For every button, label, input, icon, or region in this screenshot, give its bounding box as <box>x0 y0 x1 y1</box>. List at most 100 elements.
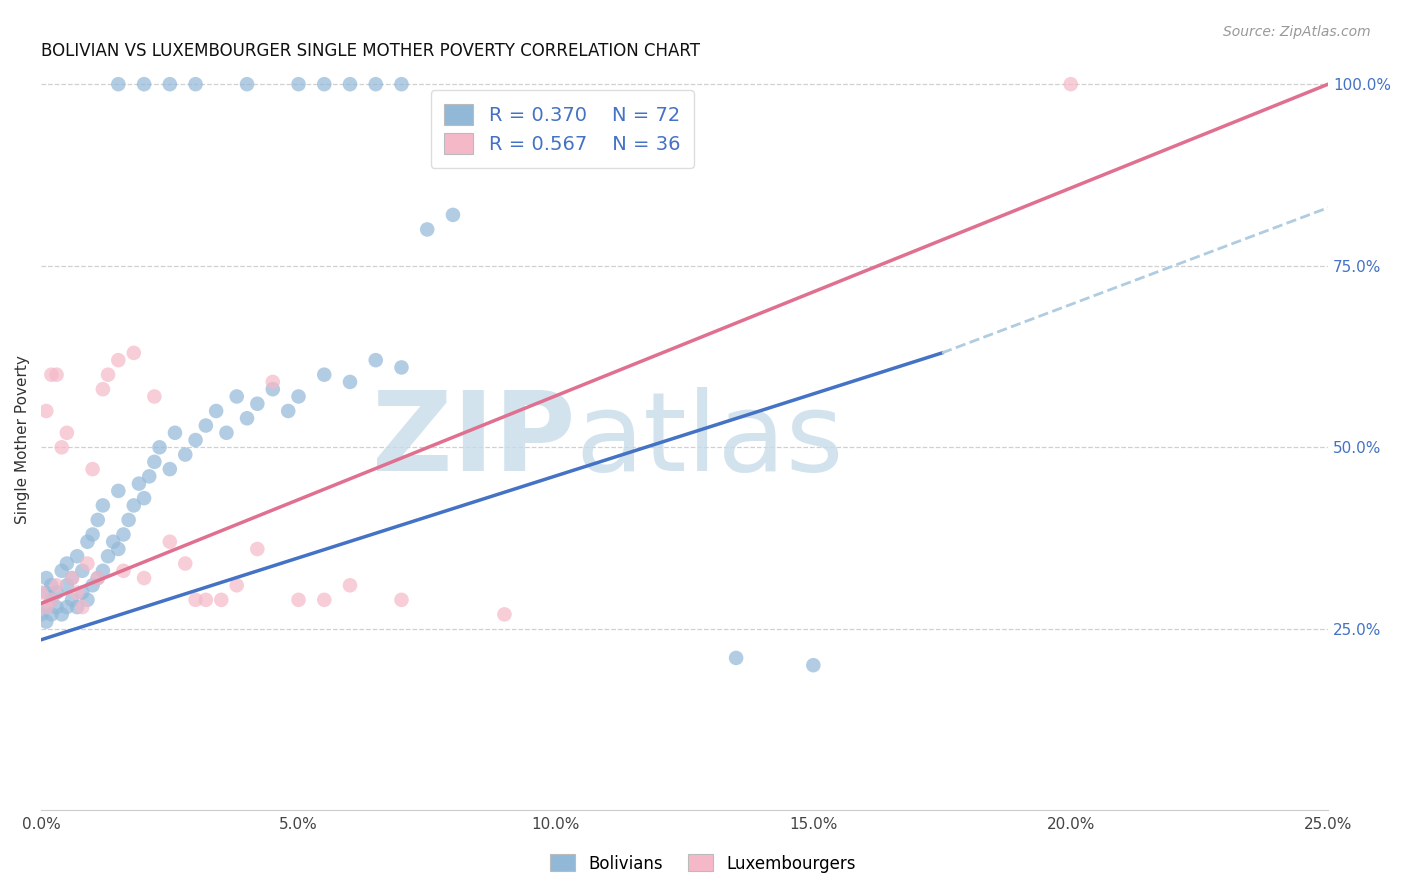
Point <box>159 534 181 549</box>
Point <box>66 549 89 564</box>
Text: Source: ZipAtlas.com: Source: ZipAtlas.com <box>1223 25 1371 39</box>
Point <box>60 571 83 585</box>
Legend: R = 0.370    N = 72, R = 0.567    N = 36: R = 0.370 N = 72, R = 0.567 N = 36 <box>430 90 695 168</box>
Point <box>76 534 98 549</box>
Point <box>287 77 309 91</box>
Point <box>441 208 464 222</box>
Point <box>215 425 238 440</box>
Point <box>112 564 135 578</box>
Point <box>30 607 52 622</box>
Point <box>277 404 299 418</box>
Point <box>138 469 160 483</box>
Point <box>174 557 197 571</box>
Point <box>60 592 83 607</box>
Point <box>35 571 58 585</box>
Point <box>132 571 155 585</box>
Point <box>41 368 63 382</box>
Point <box>72 564 94 578</box>
Point <box>416 222 439 236</box>
Point <box>41 578 63 592</box>
Point <box>801 658 824 673</box>
Text: BOLIVIAN VS LUXEMBOURGER SINGLE MOTHER POVERTY CORRELATION CHART: BOLIVIAN VS LUXEMBOURGER SINGLE MOTHER P… <box>41 42 700 60</box>
Point <box>66 585 89 599</box>
Point <box>148 440 170 454</box>
Point <box>236 77 259 91</box>
Point <box>82 462 104 476</box>
Point <box>51 440 73 454</box>
Point <box>60 571 83 585</box>
Point <box>56 600 79 615</box>
Point <box>391 77 413 91</box>
Point <box>82 578 104 592</box>
Point <box>339 375 361 389</box>
Point <box>97 368 120 382</box>
Point <box>159 77 181 91</box>
Point <box>1060 77 1083 91</box>
Point <box>56 578 79 592</box>
Point <box>262 375 284 389</box>
Point <box>41 592 63 607</box>
Point <box>45 600 67 615</box>
Point <box>35 600 58 615</box>
Point <box>56 425 79 440</box>
Point <box>314 77 336 91</box>
Point <box>87 513 110 527</box>
Point <box>103 534 125 549</box>
Point <box>76 557 98 571</box>
Point <box>107 353 129 368</box>
Point <box>725 651 748 665</box>
Point <box>66 600 89 615</box>
Y-axis label: Single Mother Poverty: Single Mother Poverty <box>15 356 30 524</box>
Point <box>91 499 114 513</box>
Point <box>107 77 129 91</box>
Point <box>287 389 309 403</box>
Point <box>209 592 232 607</box>
Point <box>163 425 186 440</box>
Point <box>112 527 135 541</box>
Point <box>35 615 58 629</box>
Point <box>159 462 181 476</box>
Point <box>225 389 247 403</box>
Point <box>246 541 269 556</box>
Point <box>107 483 129 498</box>
Point <box>91 382 114 396</box>
Point <box>51 564 73 578</box>
Point <box>364 353 387 368</box>
Point <box>97 549 120 564</box>
Point <box>35 585 58 599</box>
Point <box>91 564 114 578</box>
Point <box>194 592 217 607</box>
Point <box>107 541 129 556</box>
Point <box>117 513 139 527</box>
Text: atlas: atlas <box>575 386 844 493</box>
Point <box>76 592 98 607</box>
Point <box>314 368 336 382</box>
Point <box>132 77 155 91</box>
Point <box>287 592 309 607</box>
Point <box>72 585 94 599</box>
Point <box>56 557 79 571</box>
Point <box>184 77 207 91</box>
Point <box>174 448 197 462</box>
Point <box>143 455 166 469</box>
Point <box>339 77 361 91</box>
Point <box>45 578 67 592</box>
Point <box>314 592 336 607</box>
Point <box>51 607 73 622</box>
Point <box>87 571 110 585</box>
Point <box>122 346 145 360</box>
Point <box>194 418 217 433</box>
Point <box>184 433 207 447</box>
Point <box>132 491 155 505</box>
Point <box>184 592 207 607</box>
Point <box>41 592 63 607</box>
Point <box>391 360 413 375</box>
Point <box>225 578 247 592</box>
Point <box>35 404 58 418</box>
Point <box>262 382 284 396</box>
Point <box>35 600 58 615</box>
Point <box>364 77 387 91</box>
Point <box>72 600 94 615</box>
Point <box>30 585 52 599</box>
Point <box>143 389 166 403</box>
